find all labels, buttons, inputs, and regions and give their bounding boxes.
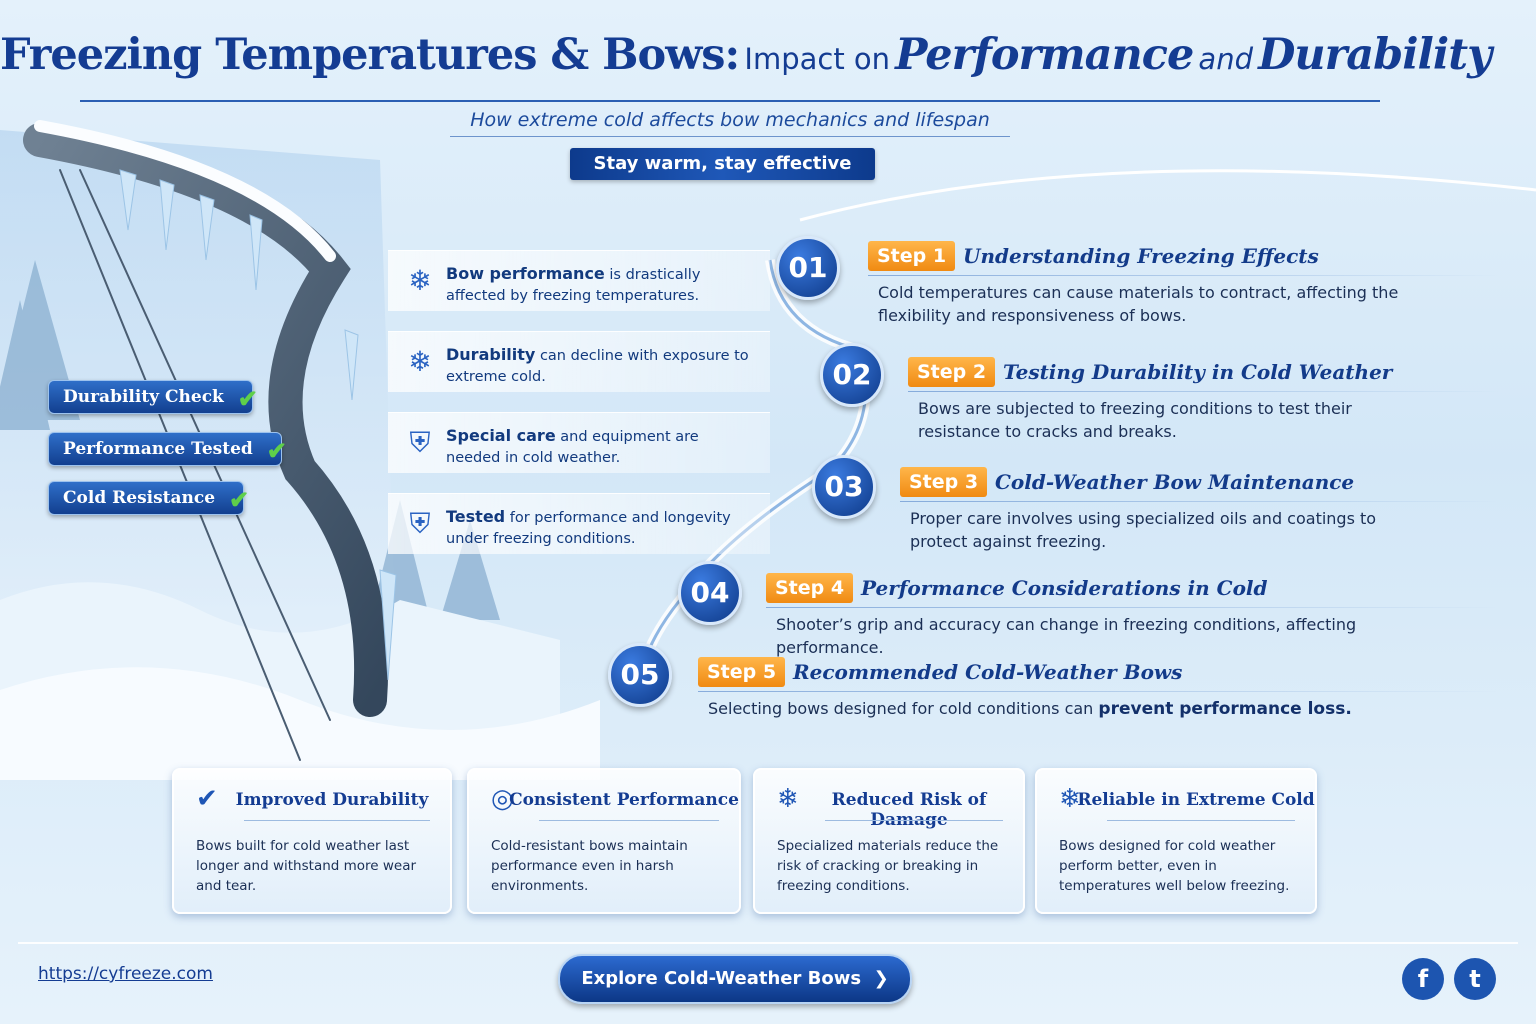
step-title: Recommended Cold-Weather Bows	[793, 660, 1183, 684]
benefit-card: ❄ Reduced Risk of Damage Specialized mater…	[753, 768, 1025, 914]
step-number: 02	[820, 343, 884, 407]
title-part: Impact on	[744, 42, 891, 76]
fact-text: Special care and equipment are needed in…	[446, 425, 756, 469]
step-number: 05	[608, 643, 672, 707]
fact-rest: can decline with exposure to extreme col…	[446, 348, 749, 385]
step-divider	[908, 391, 1500, 392]
fact-bold: Tested	[446, 507, 506, 526]
step-text-body: Selecting bows designed for cold conditi…	[708, 699, 1094, 718]
step-label: Step 2	[908, 357, 996, 387]
fact-bold: Bow performance	[446, 264, 605, 283]
badge-label: Performance Tested	[63, 439, 253, 459]
step-title: Testing Durability in Cold Weather	[1003, 360, 1393, 384]
title-part: Freezing Temperatures & Bows:	[0, 30, 740, 80]
badge-label: Cold Resistance	[63, 488, 216, 508]
benefit-text: Specialized materials reduce the risk of…	[777, 838, 999, 894]
subtitle: How extreme cold affects bow mechanics a…	[450, 104, 1010, 137]
title-rule	[80, 100, 1380, 102]
benefit-text: Bows designed for cold weather perform b…	[1059, 838, 1290, 894]
benefit-icon: ✔	[196, 784, 218, 814]
badge: Durability Check ✔	[48, 380, 258, 414]
step-title: Understanding Freezing Effects	[963, 244, 1319, 268]
step-label: Step 3	[900, 467, 988, 497]
step-text: Proper care involves using specialized o…	[910, 507, 1430, 553]
title-part: Performance	[895, 30, 1194, 80]
badge: Cold Resistance ✔	[48, 481, 249, 515]
fact-bold: Special care	[446, 426, 556, 445]
fact-rest: is drastically affected by freezing temp…	[446, 267, 701, 304]
step-text: Cold temperatures can cause materials to…	[878, 281, 1430, 327]
step-text: Selecting bows designed for cold conditi…	[708, 697, 1430, 721]
badge-label: Durability Check	[63, 387, 224, 407]
site-link[interactable]: https://cyfreeze.com	[38, 964, 213, 984]
step-title: Performance Considerations in Cold	[861, 576, 1268, 600]
step-divider	[900, 501, 1500, 502]
check-icon: ✔	[228, 485, 250, 514]
step-title: Cold-Weather Bow Maintenance	[995, 470, 1355, 494]
benefit-title: Reduced Risk of Damage	[831, 790, 987, 830]
benefit-divider	[825, 820, 1003, 821]
benefit-text: Cold-resistant bows maintain performance…	[491, 838, 688, 894]
step-text-body: Bows are subjected to freezing condition…	[918, 399, 1352, 441]
step-label: Step 1	[868, 241, 956, 271]
step-text-body: Shooter’s grip and accuracy can change i…	[776, 615, 1357, 657]
benefit-card: ❄ Reliable in Extreme Cold Bows designed f…	[1035, 768, 1317, 914]
badge: Performance Tested ✔	[48, 432, 287, 466]
step-text: Bows are subjected to freezing condition…	[918, 397, 1430, 443]
step-text-body: Proper care involves using specialized o…	[910, 509, 1377, 551]
benefit-divider	[1107, 820, 1295, 821]
title: Freezing Temperatures & Bows: Impact on …	[0, 30, 1492, 80]
facebook-button[interactable]: f	[1402, 958, 1444, 1000]
fact-row: ❄ Durability can decline with exposure to…	[388, 331, 770, 392]
fact-rest: for performance and longevity under free…	[446, 510, 731, 547]
step-text-body: Cold temperatures can cause materials to…	[878, 283, 1399, 325]
title-part: Durability	[1258, 30, 1492, 80]
benefit-icon: ❄	[777, 784, 799, 814]
benefit-title: Improved Durability	[235, 790, 429, 810]
benefit-card: ✔ Improved Durability Bows built for cold …	[172, 768, 452, 914]
step-divider	[868, 275, 1500, 276]
fact-row: ⛨ Special care and equipment are needed i…	[388, 412, 770, 473]
benefit-title: Consistent Performance	[509, 790, 739, 810]
benefit-icon: ❄	[1059, 784, 1081, 814]
benefit-card: ◎ Consistent Performance Cold-resistant bo…	[467, 768, 741, 914]
benefit-icon: ◎	[491, 784, 514, 814]
footer-rule	[18, 942, 1518, 944]
step-divider	[766, 607, 1500, 608]
twitter-button[interactable]: t	[1454, 958, 1496, 1000]
check-icon: ✔	[237, 384, 258, 413]
fact-bold: Durability	[446, 345, 536, 364]
step-label: Step 5	[698, 657, 786, 687]
fact-text: Durability can decline with exposure to …	[446, 344, 756, 388]
step-number: 01	[776, 236, 840, 300]
fact-icon: ❄	[408, 264, 432, 297]
fact-row: ⛨ Tested for performance and longevity un…	[388, 493, 770, 554]
cta-button[interactable]: Explore Cold-Weather Bows ❯	[558, 954, 912, 1004]
title-part: and	[1198, 42, 1253, 76]
step-label: Step 4	[766, 573, 854, 603]
fact-rest: and equipment are needed in cold weather…	[446, 429, 699, 466]
benefit-text: Bows built for cold weather last longer …	[196, 838, 417, 894]
fact-icon: ⛨	[409, 507, 431, 540]
fact-icon: ⛨	[409, 426, 431, 459]
fact-row: ❄ Bow performance is drastically affected…	[388, 250, 770, 311]
step-divider	[698, 691, 1500, 692]
benefit-title: Reliable in Extreme Cold	[1077, 790, 1315, 810]
step-text: Shooter’s grip and accuracy can change i…	[776, 613, 1430, 659]
fact-text: Bow performance is drastically affected …	[446, 263, 756, 307]
benefit-divider	[244, 820, 430, 821]
step-number: 04	[678, 561, 742, 625]
benefit-divider	[539, 820, 719, 821]
tagline: Stay warm, stay effective	[570, 148, 875, 180]
cta-label: Explore Cold-Weather Bows	[581, 968, 862, 989]
fact-icon: ❄	[408, 345, 432, 378]
check-icon: ✔	[266, 436, 287, 465]
step-text-bold: prevent performance loss.	[1098, 699, 1352, 719]
fact-text: Tested for performance and longevity und…	[446, 506, 756, 550]
step-number: 03	[812, 455, 876, 519]
